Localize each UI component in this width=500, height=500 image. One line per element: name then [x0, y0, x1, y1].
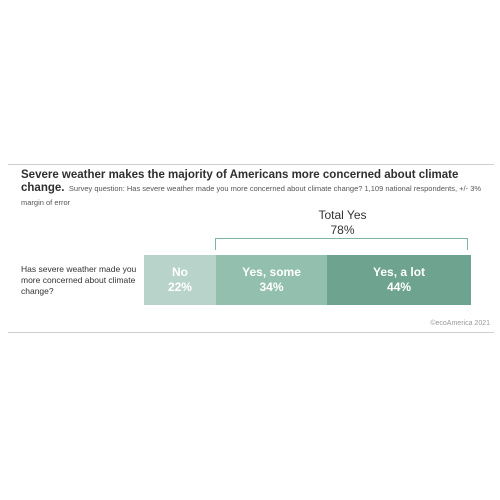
total-yes-annotation: Total Yes 78% [215, 208, 470, 238]
category-label: Has severe weather made you more concern… [21, 264, 137, 296]
title-block: Severe weather makes the majority of Ame… [21, 168, 491, 209]
total-yes-label: Total Yes [318, 208, 367, 222]
total-yes-value: 78% [330, 223, 355, 237]
segment-value-label: 34% [259, 280, 284, 294]
stacked-bar: No 22% Yes, some 34% Yes, a lot 44% [144, 255, 471, 305]
segment-name: No [171, 265, 188, 279]
bar-segment-0: No 22% [144, 255, 216, 305]
chart-subtitle: Survey question: Has severe weather made… [21, 184, 482, 207]
bar-segment-1: Yes, some 34% [215, 255, 328, 305]
segment-value-label: 44% [387, 280, 412, 294]
top-divider [8, 164, 494, 165]
bottom-divider [8, 332, 494, 333]
segment-name: Yes, a lot [373, 265, 426, 279]
segment-value-label: 22% [167, 280, 192, 294]
total-yes-bracket [215, 238, 468, 250]
source-credit: ©ecoAmerica 2021 [430, 320, 490, 327]
chart-title: Severe weather makes the majority of Ame… [21, 169, 459, 194]
segment-name: Yes, some [242, 265, 301, 279]
bar-segment-2: Yes, a lot 44% [327, 255, 471, 305]
